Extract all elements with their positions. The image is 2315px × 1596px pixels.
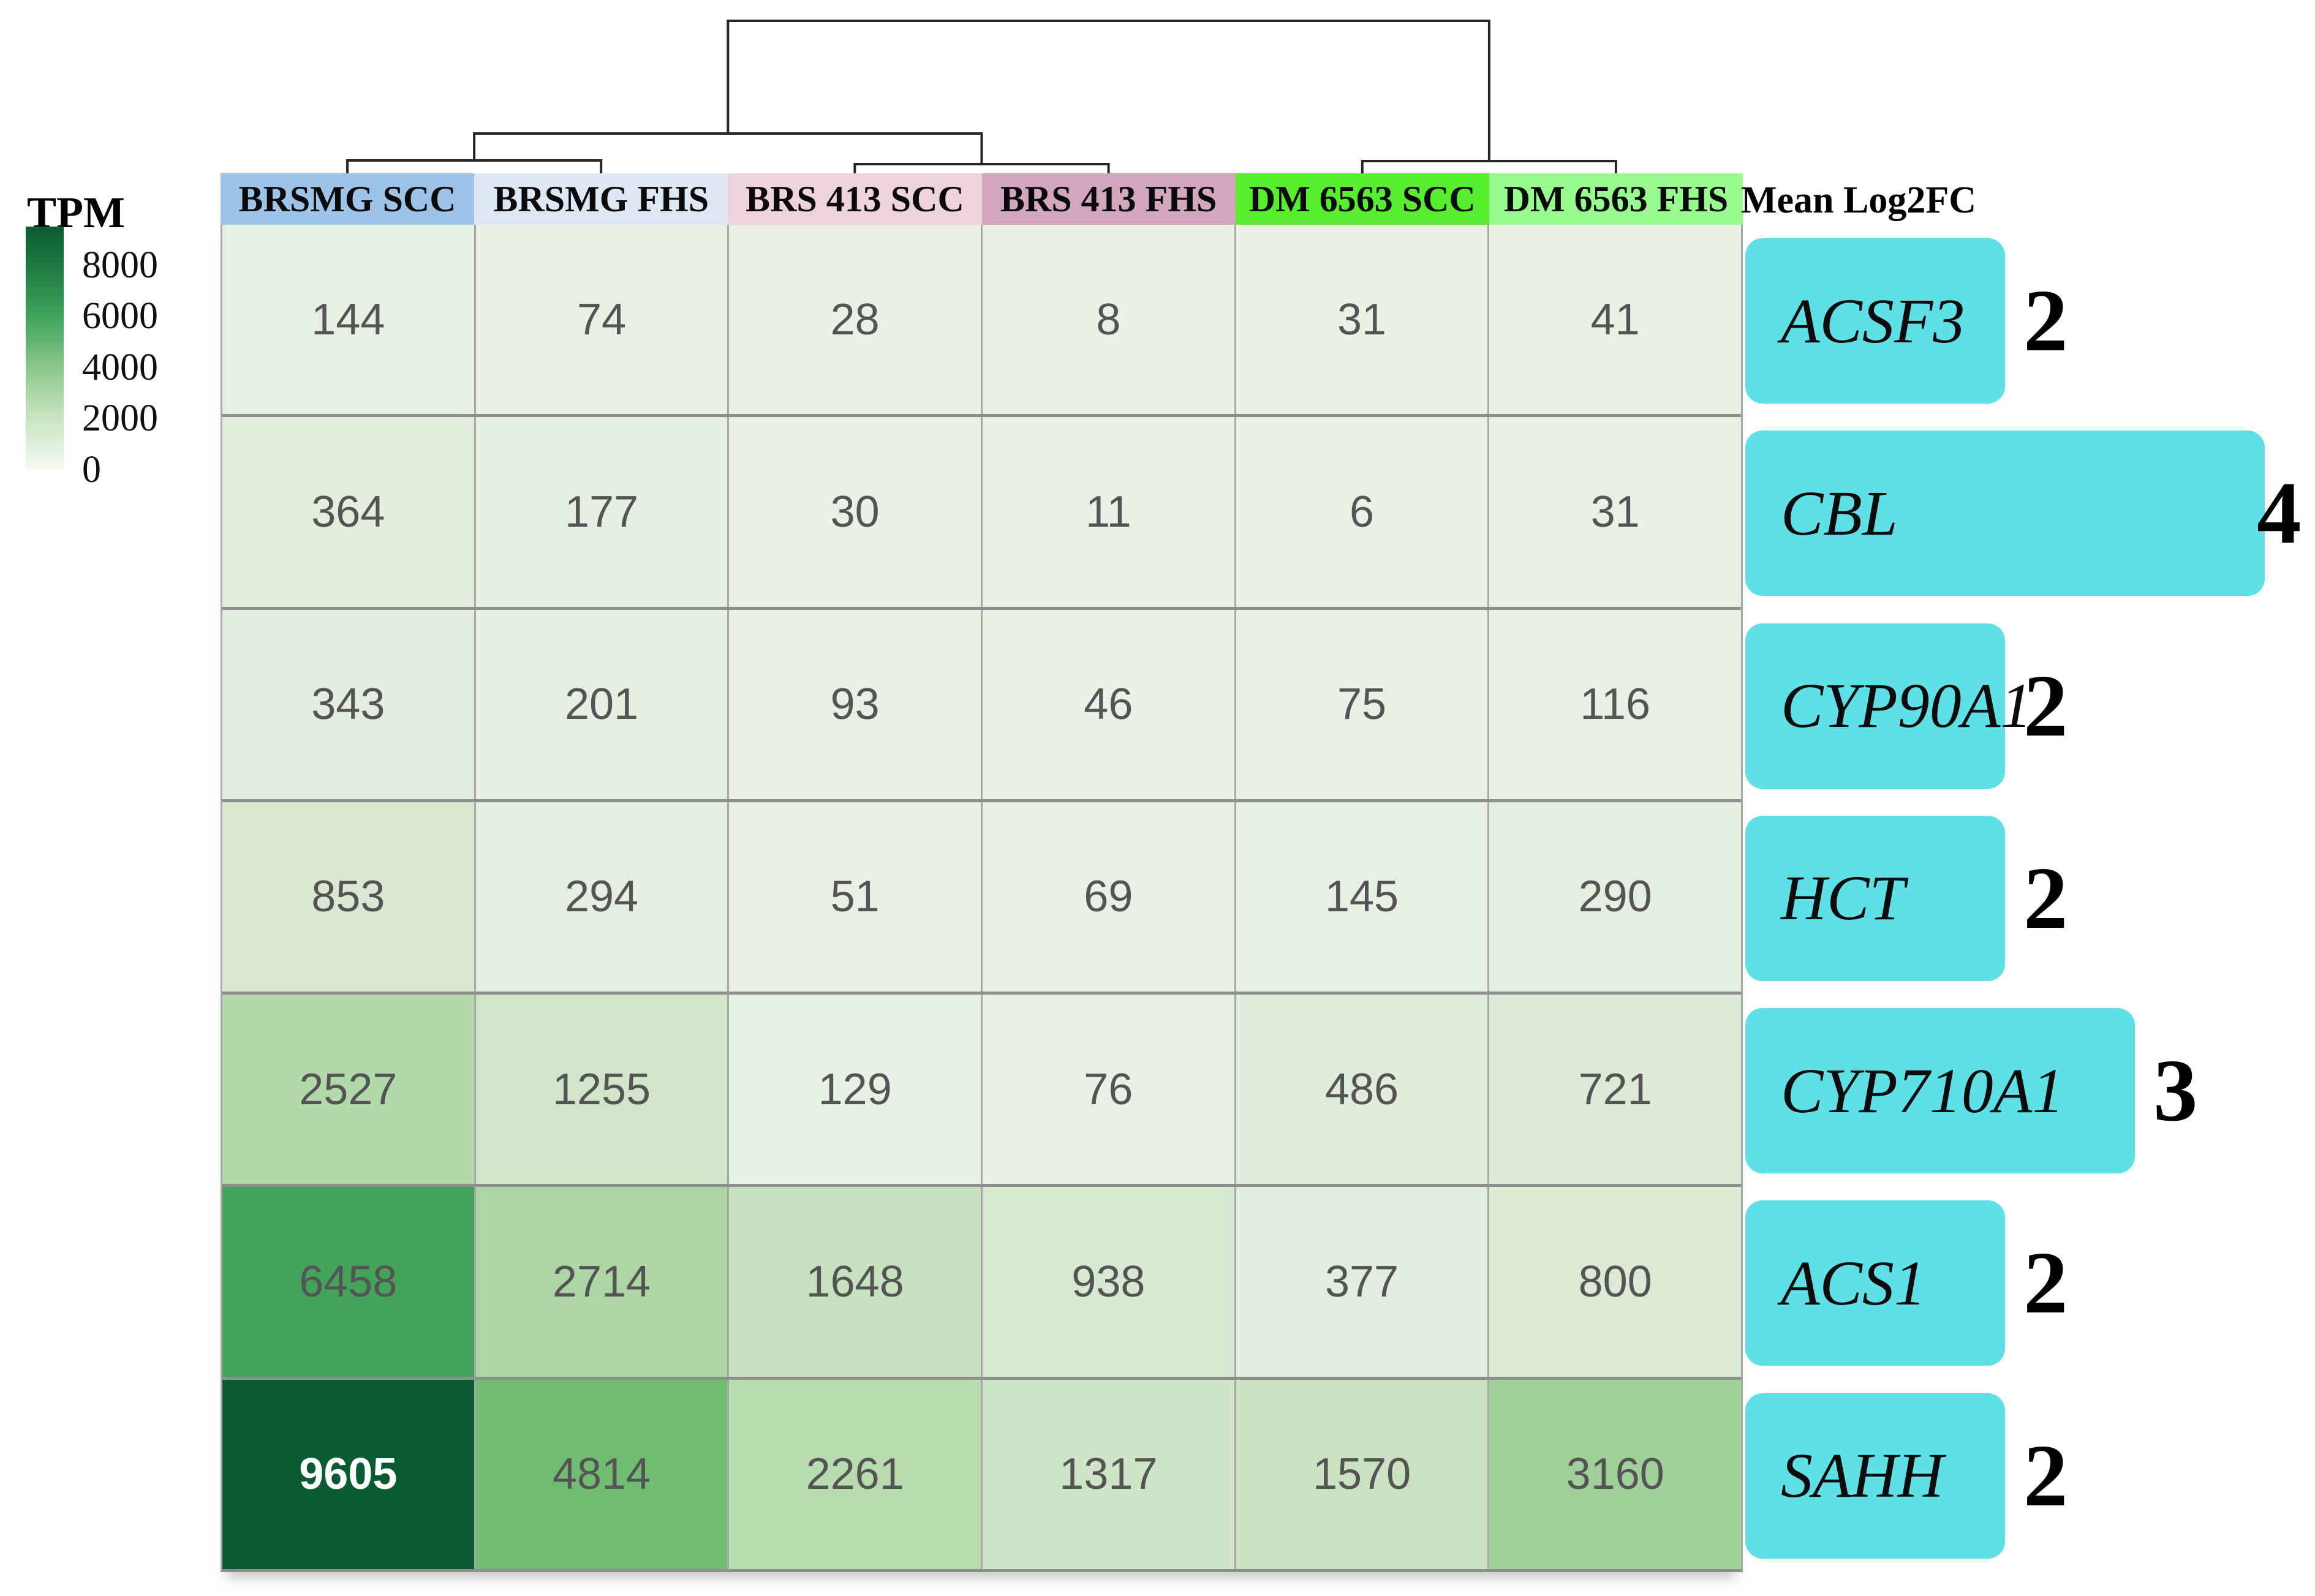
log2fc-value: 3 — [2153, 1042, 2198, 1140]
dendrogram-pair-dm6563 — [1361, 160, 1617, 173]
heatmap-cell: 290 — [1489, 802, 1742, 992]
heatmap-cell: 9605 — [222, 1379, 476, 1569]
dendrogram-pair-brs413 — [853, 163, 1110, 173]
heatmap-cell: 76 — [983, 995, 1236, 1184]
heatmap-cell: 28 — [729, 225, 983, 415]
gene-bar: ACSF3 — [1745, 238, 2005, 404]
log2fc-value: 2 — [2023, 1426, 2068, 1525]
heatmap-grid: 144 74 28 8 31 41 364 177 30 11 6 31 343 201 93 46 75 116… — [221, 225, 1743, 1572]
legend-tick-label: 8000 — [82, 244, 158, 286]
column-header-brsmg-scc: BRSMG SCC — [221, 173, 475, 225]
gene-name: CBL — [1781, 478, 1898, 549]
heatmap-row-acs1: 6458 2714 1648 938 377 800 — [222, 1184, 1742, 1377]
heatmap-row-cyp90a1: 343 201 93 46 75 116 — [222, 606, 1742, 799]
heatmap-row-cyp710a1: 2527 1255 129 76 486 721 — [222, 992, 1742, 1184]
mean-log2fc-title: Mean Log2FC — [1741, 179, 1977, 221]
log2fc-value: 2 — [2023, 272, 2068, 370]
gene-bar-row-cyp90a1: CYP90A1 2 — [1745, 623, 2315, 789]
gene-bar-row-acsf3: ACSF3 2 — [1745, 238, 2315, 404]
heatmap-cell: 51 — [729, 802, 983, 992]
gene-name: SAHH — [1781, 1440, 1944, 1511]
gene-bar: CBL — [1745, 431, 2265, 597]
gene-bar: SAHH — [1745, 1393, 2005, 1559]
heatmap-cell: 377 — [1236, 1187, 1490, 1377]
heatmap-cell: 1317 — [983, 1379, 1236, 1569]
legend-tick-label: 6000 — [82, 295, 158, 337]
heatmap-cell: 145 — [1236, 802, 1490, 992]
gene-name: CYP710A1 — [1781, 1055, 2064, 1126]
gene-name: ACSF3 — [1781, 285, 1965, 356]
heatmap-cell: 11 — [983, 417, 1236, 607]
heatmap-cell: 69 — [983, 802, 1236, 992]
heatmap-cell: 1570 — [1236, 1379, 1490, 1569]
heatmap-cell: 2261 — [729, 1379, 983, 1569]
heatmap-cell: 31 — [1489, 417, 1742, 607]
heatmap-row-cbl: 364 177 30 11 6 31 — [222, 414, 1742, 607]
column-header-brs-413-fhs: BRS 413 FHS — [981, 173, 1236, 225]
legend-gradient-bar — [26, 227, 64, 470]
heatmap-cell: 75 — [1236, 609, 1490, 799]
gene-bar: HCT — [1745, 815, 2005, 981]
heatmap-cell: 6 — [1236, 417, 1490, 607]
heatmap-cell: 74 — [475, 225, 730, 415]
heatmap-cell: 144 — [222, 225, 476, 415]
column-header-brsmg-fhs: BRSMG FHS — [474, 173, 728, 225]
heatmap-cell: 116 — [1489, 609, 1742, 799]
legend-tick-label: 4000 — [82, 346, 158, 388]
heatmap-cell: 364 — [222, 417, 476, 607]
heatmap-cell: 46 — [983, 609, 1236, 799]
column-header-dm-6563-scc: DM 6563 SCC — [1235, 173, 1489, 225]
heatmap-cell: 938 — [983, 1187, 1236, 1377]
dendrogram-root — [727, 20, 1490, 161]
log2fc-value: 4 — [2257, 464, 2302, 563]
heatmap-cell: 177 — [475, 417, 730, 607]
column-headers: BRSMG SCC BRSMG FHS BRS 413 SCC BRS 413 FHS… — [221, 173, 1743, 225]
heatmap-cell: 1255 — [475, 995, 730, 1184]
heatmap-cell: 853 — [222, 802, 476, 992]
heatmap-cell: 294 — [475, 802, 730, 992]
gene-bar-row-sahh: SAHH 2 — [1745, 1393, 2315, 1559]
legend-tick-label: 0 — [82, 448, 101, 491]
log2fc-value: 2 — [2023, 1234, 2068, 1333]
heatmap-cell: 41 — [1489, 225, 1742, 415]
heatmap-cell: 3160 — [1489, 1379, 1742, 1569]
dendrogram — [346, 20, 1617, 173]
heatmap-cell: 800 — [1489, 1187, 1742, 1377]
heatmap-cell: 343 — [222, 609, 476, 799]
heatmap-cell: 6458 — [222, 1187, 476, 1377]
heatmap-cell: 201 — [475, 609, 730, 799]
dendrogram-pair-brsmg — [346, 159, 603, 173]
heatmap-cell: 721 — [1489, 995, 1742, 1184]
heatmap-cell: 129 — [729, 995, 983, 1184]
gene-bar: CYP90A1 — [1745, 623, 2032, 789]
gene-name: ACS1 — [1781, 1248, 1926, 1319]
heatmap-cell: 93 — [729, 609, 983, 799]
log2fc-value: 2 — [2023, 849, 2068, 947]
column-header-brs-413-scc: BRS 413 SCC — [728, 173, 982, 225]
heatmap-cell: 4814 — [475, 1379, 730, 1569]
heatmap-cell: 30 — [729, 417, 983, 607]
gene-bar-row-cyp710a1: CYP710A1 3 — [1745, 1008, 2315, 1174]
heatmap-cell: 8 — [983, 225, 1236, 415]
gene-bar-row-acs1: ACS1 2 — [1745, 1200, 2315, 1366]
gene-name: HCT — [1781, 863, 1905, 934]
log2fc-panel: ACSF3 2 CBL 4 CYP90A1 2 HCT 2 CYP710A1 3 ACS1 2 SAHH… — [1745, 225, 2315, 1572]
heatmap-cell: 2714 — [475, 1187, 730, 1377]
gene-name: CYP90A1 — [1781, 671, 2033, 742]
heatmap-row-acsf3: 144 74 28 8 31 41 — [222, 225, 1742, 415]
gene-bar-row-cbl: CBL 4 — [1745, 431, 2315, 597]
gene-bar-row-hct: HCT 2 — [1745, 815, 2315, 981]
gene-bar: ACS1 — [1745, 1200, 2005, 1366]
column-header-dm-6563-fhs: DM 6563 FHS — [1489, 173, 1743, 225]
heatmap-row-sahh: 9605 4814 2261 1317 1570 3160 — [222, 1376, 1742, 1569]
heatmap-cell: 486 — [1236, 995, 1490, 1184]
heatmap-row-hct: 853 294 51 69 145 290 — [222, 799, 1742, 992]
heatmap-cell: 2527 — [222, 995, 476, 1184]
log2fc-value: 2 — [2023, 657, 2068, 755]
gene-bar: CYP710A1 — [1745, 1008, 2135, 1174]
legend-tick-label: 2000 — [82, 397, 158, 440]
heatmap-cell: 1648 — [729, 1187, 983, 1377]
heatmap-cell: 31 — [1236, 225, 1490, 415]
